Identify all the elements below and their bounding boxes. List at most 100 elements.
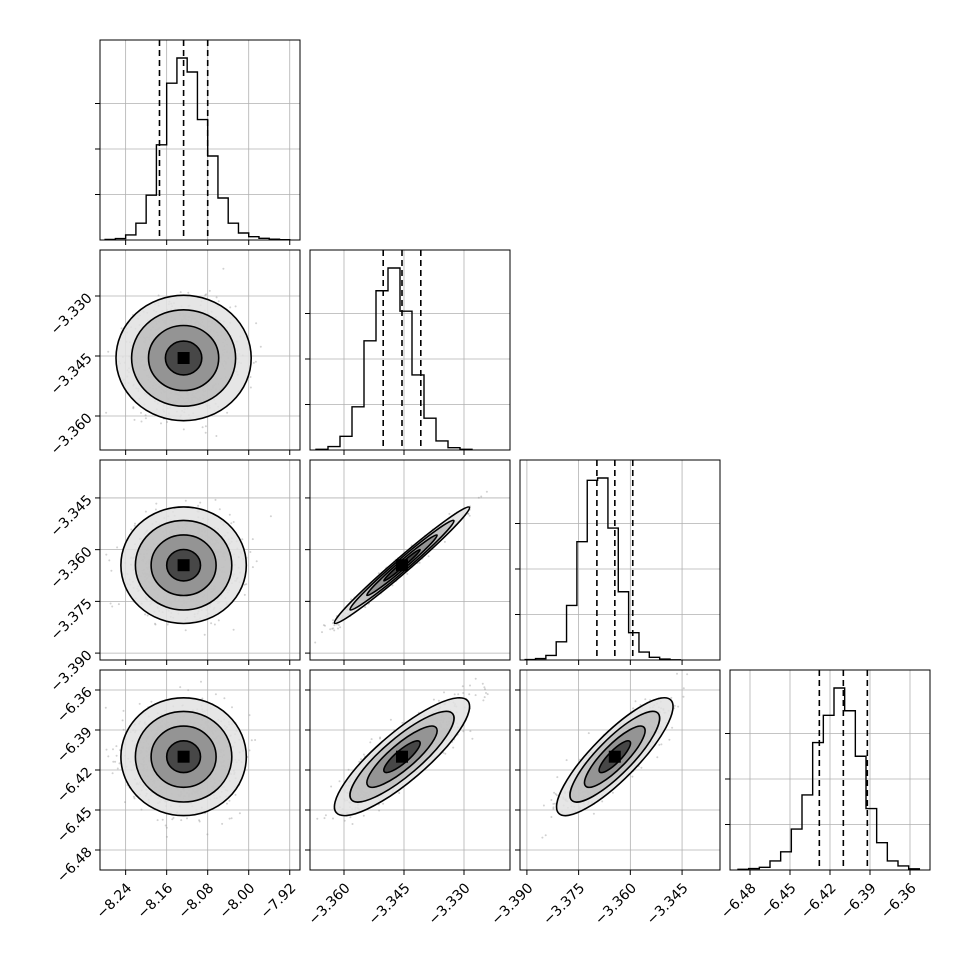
scatter-point	[182, 428, 185, 431]
scatter-point	[364, 606, 367, 609]
scatter-point	[184, 499, 187, 502]
scatter-point	[406, 572, 409, 575]
scatter-point	[485, 490, 488, 493]
scatter-point	[418, 561, 421, 564]
scatter-point	[201, 697, 204, 700]
panel-3	[95, 459, 301, 665]
scatter-point	[321, 631, 323, 634]
scatter-point	[179, 291, 182, 294]
scatter-point	[132, 407, 135, 410]
scatter-point	[332, 622, 334, 625]
scatter-point	[166, 421, 168, 423]
scatter-point	[443, 540, 446, 543]
panel-6	[95, 669, 301, 875]
scatter-point	[197, 504, 200, 507]
scatter-point	[146, 614, 149, 617]
scatter-point	[112, 748, 114, 751]
scatter-point	[333, 624, 336, 627]
scatter-point	[166, 623, 169, 626]
scatter-point	[144, 417, 147, 420]
scatter-point	[251, 566, 254, 569]
scatter-point	[213, 623, 216, 626]
scatter-point	[226, 411, 229, 414]
scatter-point	[255, 322, 258, 325]
scatter-point	[138, 702, 141, 705]
panel-frame-5	[519, 459, 721, 661]
scatter-point	[157, 294, 160, 297]
scatter-point	[144, 613, 147, 616]
scatter-point	[228, 817, 231, 820]
scatter-point	[329, 628, 332, 631]
scatter-point	[201, 426, 204, 429]
scatter-point	[204, 425, 207, 428]
scatter-point	[160, 422, 162, 425]
scatter-point	[144, 414, 147, 417]
scatter-point	[133, 418, 136, 421]
scatter-point	[134, 522, 136, 525]
scatter-point	[140, 808, 143, 811]
scatter-point	[228, 513, 231, 516]
scatter-point	[249, 376, 252, 378]
panel-frame-2	[309, 249, 511, 451]
scatter-point	[324, 624, 326, 627]
scatter-point	[204, 294, 207, 297]
scatter-point	[467, 512, 470, 515]
scatter-point	[144, 510, 147, 513]
scatter-point	[187, 291, 190, 294]
scatter-point	[221, 822, 224, 825]
scatter-point	[199, 501, 202, 504]
panel-4	[305, 459, 511, 665]
scatter-point	[155, 502, 158, 505]
scatter-point	[427, 555, 430, 558]
scatter-point	[180, 819, 183, 822]
scatter-point	[215, 296, 218, 299]
scatter-point	[222, 267, 225, 270]
scatter-point	[116, 546, 119, 549]
scatter-point	[133, 524, 136, 527]
density-peak-3	[177, 559, 190, 572]
scatter-point	[234, 305, 237, 308]
scatter-point	[468, 514, 471, 517]
scatter-point	[132, 795, 135, 798]
scatter-point	[245, 583, 248, 586]
scatter-point	[179, 686, 182, 689]
scatter-point	[480, 495, 483, 498]
scatter-point	[255, 560, 258, 563]
scatter-point	[154, 508, 157, 511]
scatter-point	[130, 528, 133, 531]
scatter-point	[314, 641, 317, 644]
scatter-point	[249, 551, 252, 553]
scatter-point	[339, 626, 342, 629]
scatter-point	[210, 622, 213, 625]
scatter-point	[120, 327, 123, 330]
scatter-point	[109, 602, 112, 605]
scatter-point	[203, 633, 206, 636]
scatter-point	[204, 431, 207, 434]
scatter-point	[205, 293, 208, 296]
scatter-point	[241, 538, 244, 541]
scatter-point	[105, 553, 108, 556]
panel-1	[95, 249, 301, 455]
panel-frame-0	[99, 39, 301, 241]
scatter-point	[223, 697, 226, 700]
scatter-point	[107, 350, 110, 353]
scatter-point	[232, 628, 235, 631]
scatter-point	[333, 629, 336, 632]
scatter-point	[112, 760, 115, 763]
scatter-point	[110, 569, 113, 572]
scatter-point	[232, 521, 235, 523]
scatter-point	[208, 289, 211, 292]
panel-2	[305, 249, 511, 455]
scatter-point	[124, 801, 126, 804]
scatter-point	[140, 411, 142, 414]
scatter-point	[111, 605, 114, 608]
scatter-point	[238, 812, 241, 815]
scatter-point	[226, 802, 228, 805]
scatter-point	[111, 772, 114, 775]
scatter-point	[477, 496, 480, 499]
scatter-point	[118, 762, 121, 765]
scatter-point	[121, 719, 124, 722]
scatter-point	[105, 411, 108, 414]
scatter-point	[254, 360, 257, 363]
